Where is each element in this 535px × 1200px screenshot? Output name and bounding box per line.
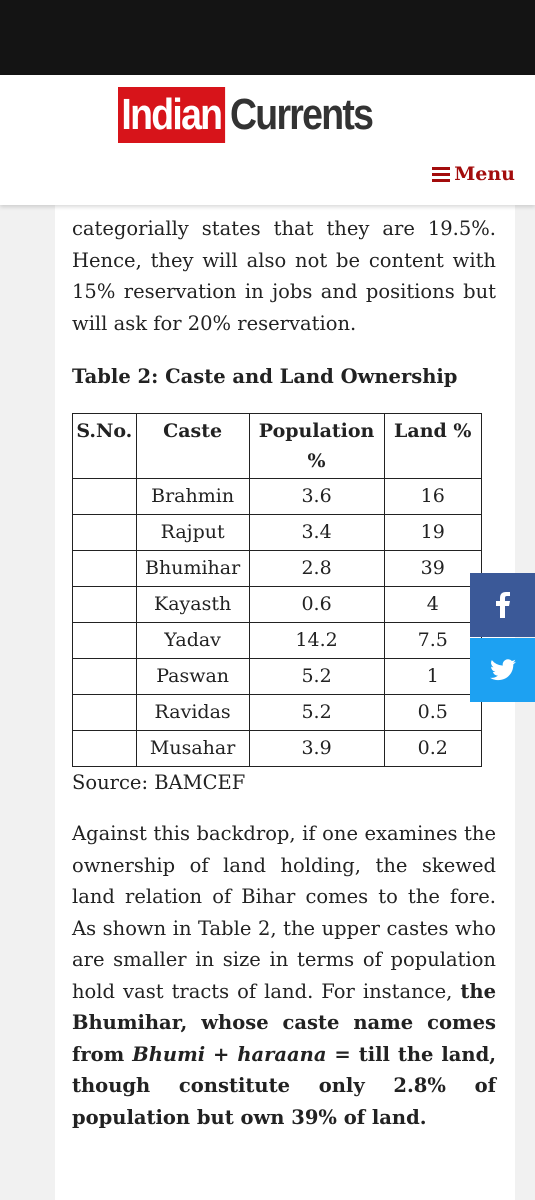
population-cell: 3.4 <box>248 513 385 551</box>
population-cell: 5.2 <box>248 657 385 695</box>
table-row: Kayasth 0.6 4 <box>72 585 483 623</box>
caste-cell: Rajput <box>135 513 250 551</box>
caste-cell: Musahar <box>135 729 250 767</box>
text-segment: = till the land, though constitute only … <box>72 1042 497 1129</box>
land-cell: 19 <box>383 513 483 551</box>
logo-right[interactable]: Currents <box>229 90 374 139</box>
logo-left[interactable]: Indian <box>118 87 225 143</box>
land-cell: 39 <box>383 549 483 587</box>
caste-cell: Ravidas <box>135 693 250 731</box>
table-row: Ravidas 5.2 0.5 <box>72 693 483 731</box>
serial-cell <box>72 657 137 695</box>
column-header: Population % <box>248 412 385 479</box>
caste-cell: Paswan <box>135 657 250 695</box>
table-row: Bhumihar 2.8 39 <box>72 549 483 587</box>
menu-button[interactable]: Menu <box>432 163 515 185</box>
caste-cell: Bhumihar <box>135 549 250 587</box>
site-header: Indian Currents Menu <box>0 75 535 205</box>
twitter-share[interactable] <box>470 638 535 702</box>
population-cell: 3.9 <box>248 729 385 767</box>
twitter-icon <box>489 659 516 681</box>
paragraph: categorially states that they are 19.5%.… <box>72 217 496 335</box>
paragraph: Against this backdrop, if one examines t… <box>72 818 496 1133</box>
text-segment: Against this backdrop, if one examines t… <box>72 822 496 1003</box>
population-cell: 3.6 <box>248 477 385 515</box>
population-cell: 5.2 <box>248 693 385 731</box>
population-cell: 2.8 <box>248 549 385 587</box>
table-row: Yadav 14.2 7.5 <box>72 621 483 659</box>
table-row: Brahmin 3.6 16 <box>72 477 483 515</box>
column-header: Caste <box>135 412 250 479</box>
serial-cell <box>72 477 137 515</box>
facebook-icon <box>495 592 510 618</box>
text-segment: Bhumi <box>132 1042 206 1066</box>
land-cell: 16 <box>383 477 483 515</box>
column-header: S.No. <box>72 412 137 479</box>
logo[interactable]: Indian Currents <box>118 87 397 143</box>
table-row: Rajput 3.4 19 <box>72 513 483 551</box>
status-bar <box>0 0 535 75</box>
text-segment: the Bhumihar, whose caste name comes fro… <box>72 979 496 1066</box>
table-row: Paswan 5.2 1 <box>72 657 483 695</box>
population-cell: 0.6 <box>248 585 385 623</box>
table-body: Brahmin 3.6 16 Rajput 3.4 19 Bhumihar 2.8 39 Kaya… <box>72 477 483 767</box>
land-cell: 4 <box>383 585 483 623</box>
text-segment: haraana <box>237 1042 327 1066</box>
population-cell: 14.2 <box>248 621 385 659</box>
table-row: Musahar 3.9 0.2 <box>72 729 483 767</box>
table-title: Table 2: Caste and Land Ownership <box>72 365 458 388</box>
land-cell: 1 <box>383 657 483 695</box>
land-cell: 7.5 <box>383 621 483 659</box>
facebook-share[interactable] <box>470 573 535 637</box>
article: categorially states that they are 19.5%.… <box>72 213 496 1133</box>
serial-cell <box>72 549 137 587</box>
menu-icon <box>432 167 451 182</box>
menu-label[interactable]: Menu <box>454 163 515 185</box>
land-cell: 0.2 <box>383 729 483 767</box>
source: Source: BAMCEF <box>72 770 246 794</box>
caste-cell: Brahmin <box>135 477 250 515</box>
caste-cell: Kayasth <box>135 585 250 623</box>
land-cell: 0.5 <box>383 693 483 731</box>
serial-cell <box>72 729 137 767</box>
serial-cell <box>72 513 137 551</box>
serial-cell <box>72 621 137 659</box>
table: S.No. Caste Population % Land % Brahmin 3.6 1… <box>72 412 483 767</box>
caste-cell: Yadav <box>135 621 250 659</box>
text-segment: + <box>205 1042 238 1066</box>
column-header: Land % <box>383 412 483 479</box>
header-row: S.No. Caste Population % Land % <box>72 412 483 479</box>
serial-cell <box>72 693 137 731</box>
content: categorially states that they are 19.5%.… <box>55 205 515 1200</box>
serial-cell <box>72 585 137 623</box>
